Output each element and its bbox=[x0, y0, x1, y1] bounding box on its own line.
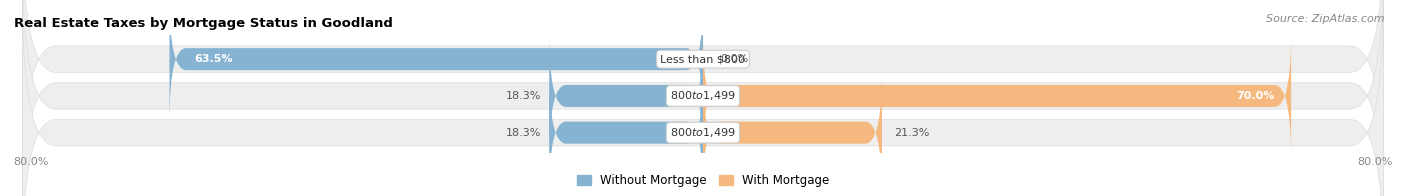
Text: 18.3%: 18.3% bbox=[506, 91, 541, 101]
FancyBboxPatch shape bbox=[550, 34, 703, 158]
FancyBboxPatch shape bbox=[22, 0, 1384, 193]
Text: $800 to $1,499: $800 to $1,499 bbox=[671, 89, 735, 103]
FancyBboxPatch shape bbox=[550, 70, 703, 195]
Text: 18.3%: 18.3% bbox=[506, 128, 541, 138]
Text: Source: ZipAtlas.com: Source: ZipAtlas.com bbox=[1267, 14, 1385, 24]
FancyBboxPatch shape bbox=[703, 34, 1291, 158]
Text: $800 to $1,499: $800 to $1,499 bbox=[671, 126, 735, 139]
Text: 21.3%: 21.3% bbox=[894, 128, 929, 138]
FancyBboxPatch shape bbox=[170, 0, 703, 122]
Text: 63.5%: 63.5% bbox=[194, 54, 233, 64]
Text: Less than $800: Less than $800 bbox=[661, 54, 745, 64]
Legend: Without Mortgage, With Mortgage: Without Mortgage, With Mortgage bbox=[572, 169, 834, 192]
Text: Real Estate Taxes by Mortgage Status in Goodland: Real Estate Taxes by Mortgage Status in … bbox=[14, 17, 392, 30]
FancyBboxPatch shape bbox=[22, 0, 1384, 196]
FancyBboxPatch shape bbox=[703, 70, 882, 195]
Text: 0.0%: 0.0% bbox=[720, 54, 748, 64]
FancyBboxPatch shape bbox=[22, 0, 1384, 196]
Text: 70.0%: 70.0% bbox=[1236, 91, 1274, 101]
